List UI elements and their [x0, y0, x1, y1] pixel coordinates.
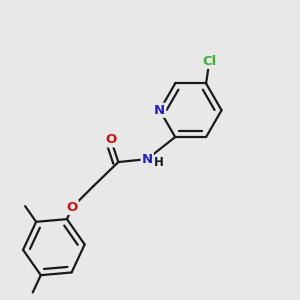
Text: N: N — [142, 153, 153, 166]
Text: O: O — [105, 134, 117, 146]
Text: N: N — [154, 104, 165, 117]
Text: O: O — [67, 201, 78, 214]
Text: Cl: Cl — [202, 55, 216, 68]
Text: H: H — [154, 156, 163, 169]
